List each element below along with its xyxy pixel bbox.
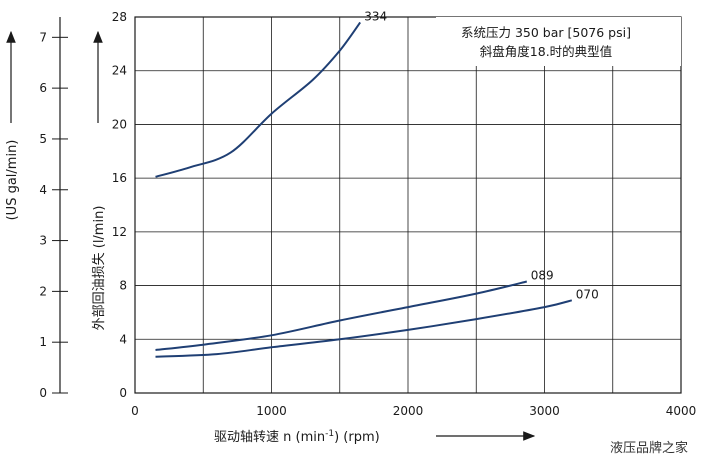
x-tick-label: 3000 — [529, 404, 560, 418]
secondary-tick-label: 5 — [39, 132, 47, 146]
secondary-tick-label: 6 — [39, 81, 47, 95]
x-tick-label: 0 — [131, 404, 139, 418]
secondary-tick-label: 1 — [39, 335, 47, 349]
series-labels: 334 089 070 — [364, 9, 598, 301]
y-ticks: 0 4 8 12 16 20 24 28 — [112, 10, 127, 400]
y-tick-label: 28 — [112, 10, 127, 24]
y-tick-label: 16 — [112, 171, 127, 185]
y-tick-label: 12 — [112, 225, 127, 239]
series-line-070 — [155, 299, 573, 358]
secondary-tick-label: 2 — [39, 284, 47, 298]
y-axis-label: 外部回油损失 (l/min) — [92, 206, 107, 331]
x-tick-label: 4000 — [666, 404, 697, 418]
watermark: 液压品牌之家 — [610, 440, 688, 456]
gridlines — [135, 17, 681, 393]
series-lines — [155, 21, 573, 358]
x-tick-label: 1000 — [256, 404, 287, 418]
secondary-tick-label: 3 — [39, 234, 47, 248]
y-secondary-ticks: 0 1 2 3 4 5 6 7 — [39, 30, 68, 400]
secondary-tick-label: 7 — [39, 30, 47, 44]
series-line-334 — [155, 21, 362, 178]
x-axis-label-tail: ) (rpm) — [334, 430, 380, 445]
series-line-089 — [155, 280, 528, 351]
y-tick-label: 24 — [112, 64, 127, 78]
annotation-box — [436, 17, 681, 66]
series-label-334: 334 — [364, 9, 387, 23]
series-label-070: 070 — [576, 287, 599, 301]
series-label-089: 089 — [531, 269, 554, 283]
x-axis-label-main: 驱动轴转速 n (min — [214, 430, 325, 445]
y-tick-label: 20 — [112, 117, 127, 131]
secondary-tick-label: 0 — [39, 386, 47, 400]
annotation-line1: 系统压力 350 bar [5076 psi] — [461, 25, 631, 40]
x-ticks: 0 1000 2000 3000 4000 — [131, 404, 696, 418]
y-tick-label: 0 — [119, 386, 127, 400]
x-axis-label-sup: -1 — [325, 429, 334, 439]
x-axis-label: 驱动轴转速 n (min-1) (rpm) — [214, 429, 380, 445]
x-tick-label: 2000 — [393, 404, 424, 418]
annotation-line2: 斜盘角度18.时的典型值 — [480, 44, 612, 59]
secondary-tick-label: 4 — [39, 183, 47, 197]
y-tick-label: 8 — [119, 279, 127, 293]
secondary-axis-label: (US gal/min) — [5, 140, 20, 221]
y-tick-label: 4 — [119, 332, 127, 346]
